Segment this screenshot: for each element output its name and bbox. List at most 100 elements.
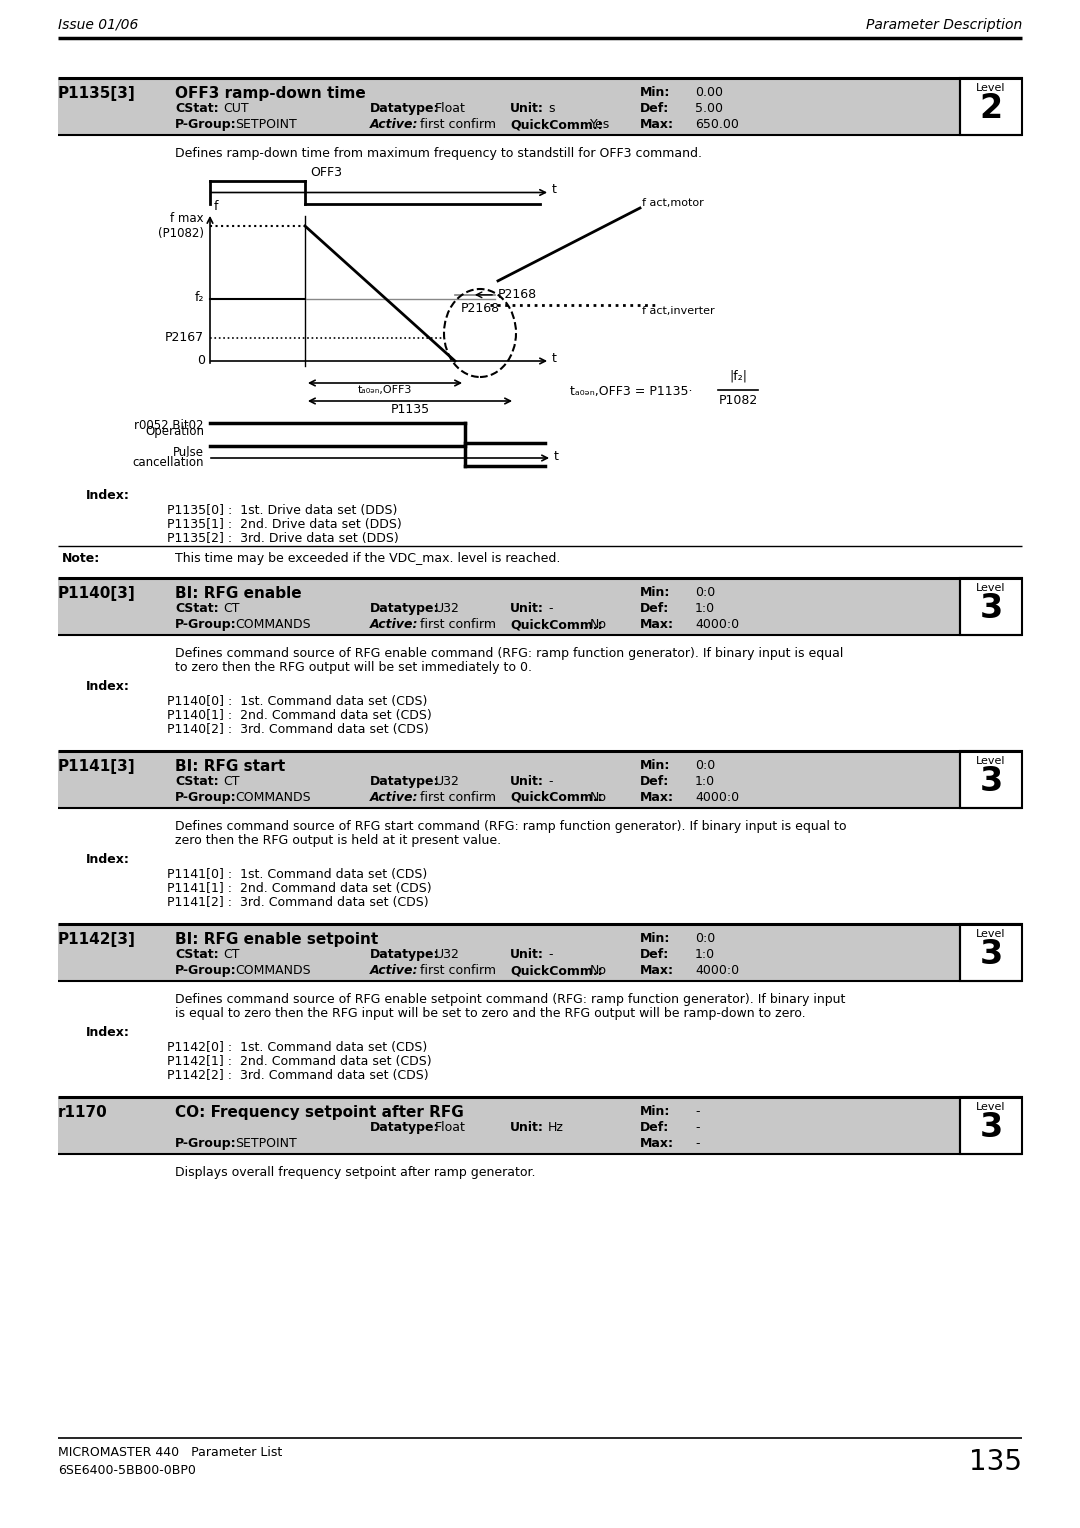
Text: Max:: Max: bbox=[640, 1137, 674, 1151]
Text: f act,motor: f act,motor bbox=[642, 199, 704, 208]
Text: -: - bbox=[696, 1137, 700, 1151]
Text: 650.00: 650.00 bbox=[696, 118, 739, 131]
Text: Max:: Max: bbox=[640, 964, 674, 976]
Text: 0:0: 0:0 bbox=[696, 759, 715, 772]
Text: 0: 0 bbox=[197, 353, 205, 367]
Text: 1:0: 1:0 bbox=[696, 775, 715, 788]
Text: U32: U32 bbox=[435, 602, 460, 614]
Text: t: t bbox=[554, 451, 558, 463]
Text: CStat:: CStat: bbox=[175, 775, 218, 788]
Text: P1135[0] :  1st. Drive data set (DDS): P1135[0] : 1st. Drive data set (DDS) bbox=[167, 504, 397, 516]
Text: Max:: Max: bbox=[640, 617, 674, 631]
Text: Index:: Index: bbox=[86, 489, 130, 503]
Text: CT: CT bbox=[222, 602, 240, 614]
Text: Datatype:: Datatype: bbox=[370, 947, 440, 961]
Text: P1141[2] :  3rd. Command data set (CDS): P1141[2] : 3rd. Command data set (CDS) bbox=[167, 895, 429, 909]
Text: Min:: Min: bbox=[640, 932, 671, 944]
Text: Def:: Def: bbox=[640, 1122, 670, 1134]
Text: BI: RFG start: BI: RFG start bbox=[175, 759, 285, 775]
Text: Active:: Active: bbox=[370, 118, 419, 131]
Text: Active:: Active: bbox=[370, 617, 419, 631]
Text: Unit:: Unit: bbox=[510, 102, 544, 115]
Text: Datatype:: Datatype: bbox=[370, 602, 440, 614]
Text: Defines command source of RFG enable setpoint command (RFG: ramp function genera: Defines command source of RFG enable set… bbox=[175, 993, 846, 1005]
Text: QuickComm.:: QuickComm.: bbox=[510, 792, 603, 804]
Text: 2: 2 bbox=[980, 92, 1002, 125]
Text: Defines command source of RFG enable command (RFG: ramp function generator). If : Defines command source of RFG enable com… bbox=[175, 646, 843, 660]
Text: Level: Level bbox=[976, 83, 1005, 93]
Text: COMMANDS: COMMANDS bbox=[235, 792, 311, 804]
Text: Level: Level bbox=[976, 929, 1005, 940]
Text: P-Group:: P-Group: bbox=[175, 964, 237, 976]
Text: P1141[3]: P1141[3] bbox=[58, 759, 136, 775]
Text: Min:: Min: bbox=[640, 1105, 671, 1118]
Text: No: No bbox=[590, 792, 607, 804]
Text: CStat:: CStat: bbox=[175, 102, 218, 115]
Text: Max:: Max: bbox=[640, 792, 674, 804]
Text: P2167: P2167 bbox=[165, 332, 204, 344]
Text: 0:0: 0:0 bbox=[696, 932, 715, 944]
Text: Active:: Active: bbox=[370, 964, 419, 976]
Text: Pulse: Pulse bbox=[173, 446, 204, 458]
Text: f max: f max bbox=[171, 212, 204, 225]
Text: No: No bbox=[590, 964, 607, 976]
Text: s: s bbox=[548, 102, 554, 115]
Text: f₂: f₂ bbox=[194, 292, 204, 304]
Text: Note:: Note: bbox=[62, 552, 100, 565]
Text: P1142[3]: P1142[3] bbox=[58, 932, 136, 947]
Text: Index:: Index: bbox=[86, 680, 130, 694]
Text: Min:: Min: bbox=[640, 86, 671, 99]
Text: 3: 3 bbox=[980, 766, 1002, 798]
Text: P1140[1] :  2nd. Command data set (CDS): P1140[1] : 2nd. Command data set (CDS) bbox=[167, 709, 432, 723]
Bar bbox=[58, 78, 960, 134]
Text: 4000:0: 4000:0 bbox=[696, 964, 739, 976]
Text: Hz: Hz bbox=[548, 1122, 564, 1134]
Text: Datatype:: Datatype: bbox=[370, 1122, 440, 1134]
Text: tₐ₀ₔₙ,OFF3: tₐ₀ₔₙ,OFF3 bbox=[357, 385, 413, 396]
Text: Defines command source of RFG start command (RFG: ramp function generator). If b: Defines command source of RFG start comm… bbox=[175, 821, 847, 833]
Text: 6SE6400-5BB00-0BP0: 6SE6400-5BB00-0BP0 bbox=[58, 1464, 195, 1476]
Text: Def:: Def: bbox=[640, 775, 670, 788]
Text: BI: RFG enable setpoint: BI: RFG enable setpoint bbox=[175, 932, 378, 947]
Text: This time may be exceeded if the VDC_max. level is reached.: This time may be exceeded if the VDC_max… bbox=[175, 552, 561, 565]
Text: 135: 135 bbox=[969, 1449, 1022, 1476]
Text: 1:0: 1:0 bbox=[696, 602, 715, 614]
Text: MICROMASTER 440   Parameter List: MICROMASTER 440 Parameter List bbox=[58, 1447, 282, 1459]
Bar bbox=[960, 78, 1022, 134]
Text: -: - bbox=[696, 1105, 700, 1118]
Text: cancellation: cancellation bbox=[133, 455, 204, 469]
Text: P1135[2] :  3rd. Drive data set (DDS): P1135[2] : 3rd. Drive data set (DDS) bbox=[167, 532, 399, 545]
Text: Active:: Active: bbox=[370, 792, 419, 804]
Text: Parameter Description: Parameter Description bbox=[866, 18, 1022, 32]
Text: P1141[1] :  2nd. Command data set (CDS): P1141[1] : 2nd. Command data set (CDS) bbox=[167, 882, 432, 895]
Text: Level: Level bbox=[976, 1102, 1005, 1112]
Text: Float: Float bbox=[435, 102, 465, 115]
Text: SETPOINT: SETPOINT bbox=[235, 118, 297, 131]
Text: COMMANDS: COMMANDS bbox=[235, 617, 311, 631]
Text: SETPOINT: SETPOINT bbox=[235, 1137, 297, 1151]
Text: tₐ₀ₔₙ,OFF3 = P1135·: tₐ₀ₔₙ,OFF3 = P1135· bbox=[570, 385, 692, 397]
Bar bbox=[960, 750, 1022, 808]
Text: 5.00: 5.00 bbox=[696, 102, 723, 115]
Text: Def:: Def: bbox=[640, 102, 670, 115]
Text: t: t bbox=[552, 183, 557, 196]
Text: Issue 01/06: Issue 01/06 bbox=[58, 18, 138, 32]
Bar bbox=[960, 924, 1022, 981]
Text: 0:0: 0:0 bbox=[696, 587, 715, 599]
Text: OFF3 ramp-down time: OFF3 ramp-down time bbox=[175, 86, 366, 101]
Text: P1140[0] :  1st. Command data set (CDS): P1140[0] : 1st. Command data set (CDS) bbox=[167, 695, 428, 707]
Text: Displays overall frequency setpoint after ramp generator.: Displays overall frequency setpoint afte… bbox=[175, 1166, 536, 1180]
Text: P1142[0] :  1st. Command data set (CDS): P1142[0] : 1st. Command data set (CDS) bbox=[167, 1041, 428, 1054]
Text: P1135[3]: P1135[3] bbox=[58, 86, 136, 101]
Text: Unit:: Unit: bbox=[510, 775, 544, 788]
Text: BI: RFG enable: BI: RFG enable bbox=[175, 587, 301, 601]
Text: Index:: Index: bbox=[86, 1025, 130, 1039]
Text: Float: Float bbox=[435, 1122, 465, 1134]
Text: (P1082): (P1082) bbox=[158, 228, 204, 240]
Text: P2168: P2168 bbox=[460, 301, 500, 315]
Text: Datatype:: Datatype: bbox=[370, 775, 440, 788]
Bar bbox=[960, 1097, 1022, 1154]
Text: Def:: Def: bbox=[640, 947, 670, 961]
Text: Operation: Operation bbox=[145, 425, 204, 439]
Text: 3: 3 bbox=[980, 938, 1002, 970]
